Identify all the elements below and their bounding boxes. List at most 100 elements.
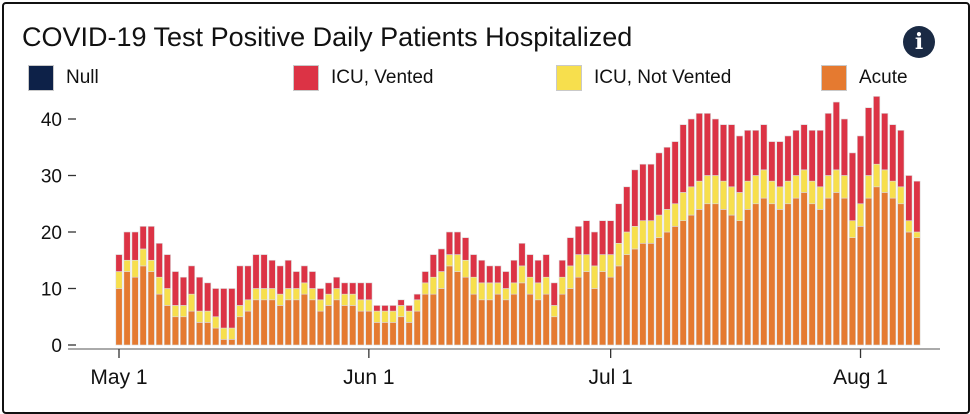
bar-segment-acute[interactable] bbox=[204, 322, 212, 346]
bar-segment-acute[interactable] bbox=[631, 248, 639, 346]
bar-segment-icu-vented[interactable] bbox=[623, 186, 631, 233]
bar-segment-acute[interactable] bbox=[252, 299, 260, 346]
bar-segment-icu-vented[interactable] bbox=[163, 254, 171, 289]
bar-segment-icu-vented[interactable] bbox=[333, 276, 341, 289]
bar-segment-icu-not-vented[interactable] bbox=[736, 192, 744, 221]
bar-segment-icu-not-vented[interactable] bbox=[292, 288, 300, 301]
bar-segment-icu-vented[interactable] bbox=[308, 271, 316, 289]
bar-segment-acute[interactable] bbox=[188, 310, 196, 346]
bar-segment-acute[interactable] bbox=[163, 305, 171, 346]
bar-segment-acute[interactable] bbox=[728, 214, 736, 346]
bar-segment-acute[interactable] bbox=[816, 209, 824, 346]
bar-segment-icu-vented[interactable] bbox=[744, 130, 752, 182]
bar-segment-acute[interactable] bbox=[462, 276, 470, 346]
bar-segment-icu-vented[interactable] bbox=[462, 237, 470, 261]
bar-segment-icu-vented[interactable] bbox=[607, 220, 615, 255]
bar-segment-icu-vented[interactable] bbox=[857, 135, 865, 205]
bar-segment-acute[interactable] bbox=[486, 299, 494, 346]
bar-segment-icu-vented[interactable] bbox=[848, 152, 856, 221]
bar-segment-acute[interactable] bbox=[808, 203, 816, 346]
bar-segment-acute[interactable] bbox=[840, 197, 848, 346]
bar-segment-icu-not-vented[interactable] bbox=[752, 175, 760, 205]
bar-segment-icu-not-vented[interactable] bbox=[663, 209, 671, 233]
bar-segment-icu-vented[interactable] bbox=[405, 305, 413, 312]
bar-segment-icu-not-vented[interactable] bbox=[873, 163, 881, 188]
bar-segment-icu-not-vented[interactable] bbox=[558, 276, 566, 295]
bar-segment-icu-not-vented[interactable] bbox=[486, 282, 494, 301]
bar-segment-icu-vented[interactable] bbox=[373, 305, 381, 312]
bar-segment-acute[interactable] bbox=[445, 265, 453, 346]
bar-segment-icu-not-vented[interactable] bbox=[462, 259, 470, 278]
bar-segment-icu-not-vented[interactable] bbox=[607, 254, 615, 278]
bar-segment-icu-not-vented[interactable] bbox=[212, 316, 220, 329]
bar-segment-acute[interactable] bbox=[752, 203, 760, 346]
bar-segment-acute[interactable] bbox=[429, 293, 437, 346]
bar-segment-acute[interactable] bbox=[349, 305, 357, 346]
bar-segment-icu-vented[interactable] bbox=[397, 299, 405, 306]
bar-segment-icu-not-vented[interactable] bbox=[244, 299, 252, 312]
bar-segment-icu-not-vented[interactable] bbox=[389, 310, 397, 323]
bar-segment-acute[interactable] bbox=[212, 327, 220, 346]
bar-segment-icu-not-vented[interactable] bbox=[316, 299, 324, 312]
bar-segment-icu-vented[interactable] bbox=[123, 231, 131, 261]
bar-segment-icu-vented[interactable] bbox=[244, 265, 252, 301]
bar-segment-icu-vented[interactable] bbox=[679, 124, 687, 193]
bar-segment-icu-vented[interactable] bbox=[558, 259, 566, 278]
bar-segment-icu-vented[interactable] bbox=[389, 305, 397, 312]
bar-segment-icu-vented[interactable] bbox=[179, 276, 187, 306]
bar-segment-icu-not-vented[interactable] bbox=[502, 288, 510, 301]
bar-segment-icu-not-vented[interactable] bbox=[349, 293, 357, 306]
legend-item-icu-vented[interactable]: ICU, Vented bbox=[293, 64, 433, 92]
bar-segment-icu-not-vented[interactable] bbox=[494, 282, 502, 295]
bar-segment-icu-vented[interactable] bbox=[413, 293, 421, 301]
bar-segment-icu-not-vented[interactable] bbox=[816, 186, 824, 210]
bar-segment-icu-vented[interactable] bbox=[284, 259, 292, 289]
bar-segment-acute[interactable] bbox=[260, 299, 268, 346]
bar-segment-acute[interactable] bbox=[800, 192, 808, 346]
bar-segment-acute[interactable] bbox=[913, 237, 921, 346]
bar-segment-icu-not-vented[interactable] bbox=[534, 282, 542, 301]
bar-segment-acute[interactable] bbox=[889, 197, 897, 346]
bar-segment-icu-vented[interactable] bbox=[647, 163, 655, 221]
bar-segment-icu-vented[interactable] bbox=[865, 107, 873, 176]
bar-segment-icu-vented[interactable] bbox=[574, 226, 582, 255]
bar-segment-icu-vented[interactable] bbox=[703, 113, 711, 176]
bar-segment-acute[interactable] bbox=[647, 243, 655, 346]
bar-segment-icu-not-vented[interactable] bbox=[857, 203, 865, 227]
bar-segment-acute[interactable] bbox=[881, 192, 889, 346]
bar-segment-icu-vented[interactable] bbox=[719, 124, 727, 182]
bar-segment-acute[interactable] bbox=[857, 226, 865, 346]
bar-segment-acute[interactable] bbox=[599, 271, 607, 346]
bar-segment-acute[interactable] bbox=[558, 293, 566, 346]
bar-segment-acute[interactable] bbox=[405, 322, 413, 346]
bar-segment-icu-vented[interactable] bbox=[792, 130, 800, 176]
bar-segment-icu-vented[interactable] bbox=[913, 180, 921, 233]
bar-segment-icu-not-vented[interactable] bbox=[260, 288, 268, 301]
bar-segment-acute[interactable] bbox=[397, 316, 405, 346]
bar-segment-icu-vented[interactable] bbox=[534, 259, 542, 284]
bar-segment-icu-vented[interactable] bbox=[518, 243, 526, 267]
bar-segment-acute[interactable] bbox=[873, 186, 881, 346]
legend-item-null[interactable]: Null bbox=[28, 64, 99, 92]
bar-segment-icu-not-vented[interactable] bbox=[760, 169, 768, 199]
bar-segment-icu-not-vented[interactable] bbox=[913, 231, 921, 238]
bar-segment-acute[interactable] bbox=[236, 316, 244, 346]
bar-segment-icu-not-vented[interactable] bbox=[639, 220, 647, 244]
bar-segment-icu-not-vented[interactable] bbox=[429, 276, 437, 295]
bar-segment-acute[interactable] bbox=[494, 293, 502, 346]
bar-segment-acute[interactable] bbox=[623, 254, 631, 346]
bar-segment-icu-vented[interactable] bbox=[542, 254, 550, 278]
bar-segment-acute[interactable] bbox=[510, 293, 518, 346]
bar-segment-icu-not-vented[interactable] bbox=[518, 265, 526, 284]
bar-segment-icu-vented[interactable] bbox=[212, 288, 220, 318]
bar-segment-icu-not-vented[interactable] bbox=[196, 310, 204, 323]
bar-segment-icu-vented[interactable] bbox=[687, 118, 695, 188]
bar-segment-icu-vented[interactable] bbox=[437, 248, 445, 272]
bar-segment-acute[interactable] bbox=[437, 288, 445, 346]
bar-segment-acute[interactable] bbox=[663, 231, 671, 346]
bar-segment-icu-not-vented[interactable] bbox=[711, 175, 719, 205]
bar-segment-icu-not-vented[interactable] bbox=[397, 305, 405, 318]
bar-segment-icu-vented[interactable] bbox=[494, 265, 502, 284]
bar-segment-icu-not-vented[interactable] bbox=[889, 180, 897, 199]
bar-segment-icu-not-vented[interactable] bbox=[478, 282, 486, 301]
